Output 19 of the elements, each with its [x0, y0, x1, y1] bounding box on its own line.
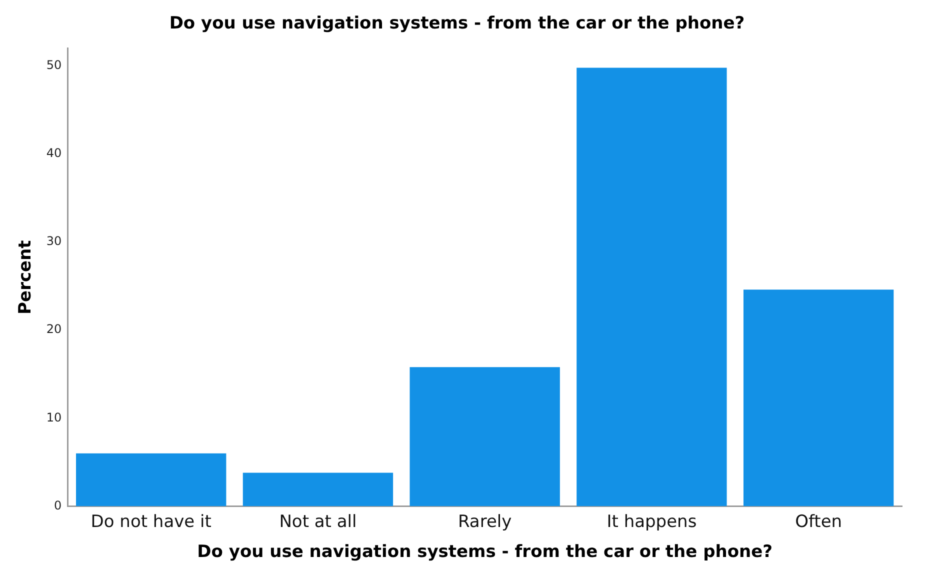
x-tick-label: Rarely: [458, 512, 512, 532]
y-axis-title: Percent: [16, 240, 36, 314]
x-tick-label: It happens: [606, 512, 697, 532]
x-tick-label: Do not have it: [90, 512, 212, 532]
bar: [76, 453, 226, 506]
bar: [743, 290, 894, 506]
bar: [410, 367, 560, 506]
x-tick-label: Not at all: [279, 512, 357, 532]
y-tick-label: 30: [46, 234, 62, 248]
bar: [242, 472, 394, 506]
x-axis-title: Do you use navigation systems - from the car or the phone?: [197, 542, 773, 562]
y-tick-label: 10: [46, 410, 62, 424]
x-tick-label: Often: [795, 512, 842, 532]
bar: [576, 68, 727, 506]
y-tick-label: 50: [46, 58, 62, 72]
chart-title: Do you use navigation systems - from the car or the phone?: [169, 14, 745, 34]
y-tick-label: 40: [46, 146, 62, 160]
y-tick-label: 20: [46, 322, 62, 336]
y-tick-label: 0: [54, 498, 62, 512]
